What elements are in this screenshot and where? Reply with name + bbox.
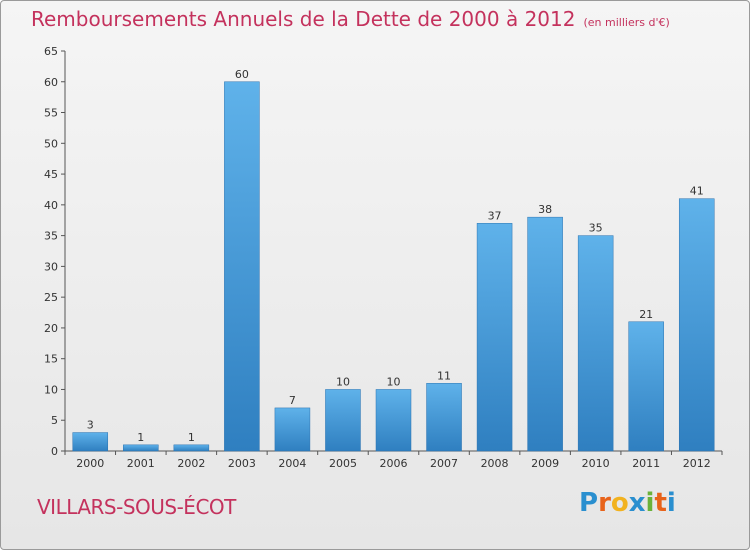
bar[interactable] [426, 383, 462, 452]
y-tick-label: 30 [44, 260, 58, 273]
x-tick-label: 2010 [582, 457, 610, 470]
y-tick-label: 35 [44, 230, 58, 243]
bar[interactable] [678, 198, 715, 452]
logo-letter: i [666, 488, 676, 518]
bar-value-label: 7 [289, 394, 296, 407]
y-tick-label: 0 [51, 445, 58, 458]
bar-value-label: 37 [488, 209, 502, 222]
bar[interactable] [274, 407, 311, 452]
bar-value-label: 1 [188, 431, 195, 444]
x-tick-label: 2009 [531, 457, 559, 470]
logo-letter: r [598, 488, 611, 518]
town-name: VILLARS-SOUS-ÉCOT [37, 495, 236, 519]
x-tick-label: 2001 [127, 457, 155, 470]
x-tick-label: 2003 [228, 457, 256, 470]
bar[interactable] [224, 81, 260, 452]
y-tick-label: 65 [44, 45, 58, 58]
y-tick-label: 55 [44, 107, 58, 120]
bar[interactable] [527, 216, 563, 452]
logo-letter: P [579, 488, 599, 518]
bar-value-label: 11 [437, 369, 451, 382]
bar[interactable] [123, 444, 159, 452]
x-tick-label: 2002 [177, 457, 205, 470]
x-tick-label: 2006 [380, 457, 408, 470]
y-tick-label: 5 [51, 414, 58, 427]
logo-letter: i [645, 488, 655, 518]
chart-title: Remboursements Annuels de la Dette de 20… [31, 7, 670, 31]
x-tick-label: 2012 [683, 457, 711, 470]
bar-value-label: 10 [336, 375, 350, 388]
y-tick-label: 15 [44, 353, 58, 366]
x-tick-label: 2011 [632, 457, 660, 470]
y-tick-label: 10 [44, 383, 58, 396]
logo-letter: o [610, 488, 629, 518]
y-tick-label: 45 [44, 168, 58, 181]
x-tick-label: 2000 [76, 457, 104, 470]
bar-value-label: 35 [589, 222, 603, 235]
bar-value-label: 60 [235, 68, 249, 81]
x-tick-label: 2007 [430, 457, 458, 470]
logo-letter: t [654, 488, 667, 518]
x-tick-label: 2005 [329, 457, 357, 470]
bar[interactable] [325, 389, 361, 452]
y-tick-label: 60 [44, 76, 58, 89]
logo-letter: x [628, 488, 646, 518]
y-tick-label: 25 [44, 291, 58, 304]
unit-label: (en milliers d'€) [583, 16, 670, 29]
bar-value-label: 38 [538, 203, 552, 216]
y-tick-label: 40 [44, 199, 58, 212]
bar[interactable] [476, 223, 513, 452]
x-tick-label: 2008 [481, 457, 509, 470]
y-tick-label: 20 [44, 322, 58, 335]
proxiti-logo[interactable]: Proxiti [579, 488, 676, 518]
bar[interactable] [72, 432, 109, 452]
bar[interactable] [577, 235, 614, 452]
bar-value-label: 41 [690, 185, 704, 198]
bar[interactable] [173, 444, 210, 452]
bar-value-label: 3 [87, 419, 94, 432]
bar-value-label: 1 [137, 431, 144, 444]
bar[interactable] [375, 389, 412, 452]
bar-value-label: 21 [639, 308, 653, 321]
bar-value-label: 10 [387, 375, 401, 388]
x-tick-label: 2004 [278, 457, 306, 470]
bar[interactable] [628, 321, 664, 452]
y-tick-label: 50 [44, 137, 58, 150]
